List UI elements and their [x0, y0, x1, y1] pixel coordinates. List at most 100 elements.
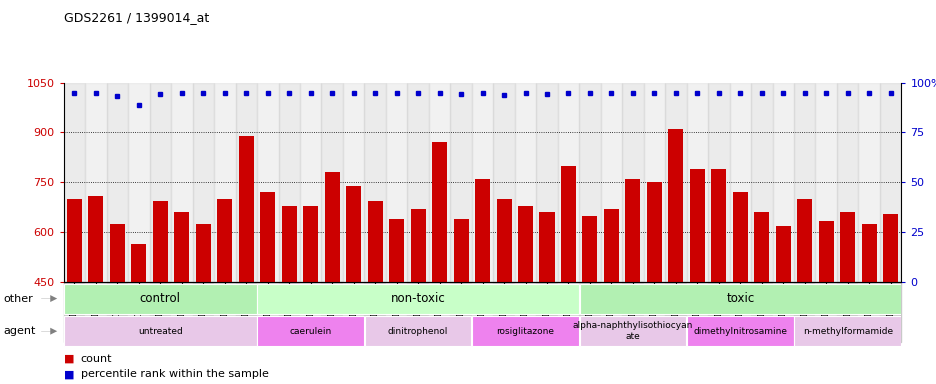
Bar	[775, 226, 790, 282]
Bar	[321, 282, 343, 342]
Text: ■: ■	[64, 354, 74, 364]
Bar	[64, 282, 85, 342]
Bar	[429, 282, 450, 342]
Bar	[643, 282, 665, 342]
Bar	[646, 182, 661, 282]
Bar	[535, 282, 557, 342]
Bar	[879, 282, 900, 342]
Bar	[475, 179, 490, 282]
Bar	[836, 83, 857, 282]
Text: agent: agent	[4, 326, 37, 336]
Bar	[557, 282, 578, 342]
Bar	[453, 219, 468, 282]
Bar	[518, 206, 533, 282]
Bar	[514, 282, 535, 342]
Bar	[729, 282, 751, 342]
Bar	[429, 83, 450, 282]
Bar	[235, 282, 256, 342]
Bar	[600, 83, 622, 282]
Bar	[840, 212, 855, 282]
Bar	[128, 282, 150, 342]
Bar	[193, 83, 213, 282]
Text: count: count	[80, 354, 112, 364]
Bar	[665, 282, 686, 342]
Bar	[751, 282, 771, 342]
Bar	[450, 83, 472, 282]
Bar	[150, 282, 171, 342]
Bar	[643, 83, 665, 282]
Bar	[431, 142, 446, 282]
Bar	[85, 282, 107, 342]
Text: rosiglitazone: rosiglitazone	[496, 327, 554, 336]
Bar	[153, 201, 168, 282]
Bar	[256, 83, 278, 282]
Bar	[107, 83, 128, 282]
Bar	[213, 282, 235, 342]
Bar	[836, 282, 857, 342]
Bar	[708, 83, 729, 282]
Bar	[861, 224, 876, 282]
FancyBboxPatch shape	[257, 316, 363, 346]
Bar	[300, 83, 321, 282]
Bar	[64, 83, 85, 282]
Bar	[793, 83, 814, 282]
Bar	[622, 282, 643, 342]
Bar	[235, 83, 256, 282]
Bar	[217, 199, 232, 282]
Bar	[110, 224, 124, 282]
Bar	[771, 83, 793, 282]
Bar	[729, 83, 751, 282]
Bar	[256, 282, 278, 342]
Bar	[213, 83, 235, 282]
Bar	[300, 282, 321, 342]
Bar	[174, 212, 189, 282]
Bar	[321, 83, 343, 282]
Bar	[753, 212, 768, 282]
Bar	[193, 282, 213, 342]
Bar	[496, 199, 511, 282]
Bar	[260, 192, 275, 282]
Bar	[343, 83, 364, 282]
Bar	[196, 224, 211, 282]
Text: n-methylformamide: n-methylformamide	[802, 327, 892, 336]
Bar	[239, 136, 254, 282]
Bar	[814, 83, 836, 282]
Text: control: control	[139, 292, 181, 305]
Bar	[85, 83, 107, 282]
Bar	[492, 83, 514, 282]
Bar	[539, 212, 554, 282]
Bar	[450, 282, 472, 342]
Text: untreated: untreated	[138, 327, 183, 336]
Bar	[343, 282, 364, 342]
Text: percentile rank within the sample: percentile rank within the sample	[80, 369, 269, 379]
Text: alpha-naphthylisothiocyan
ate: alpha-naphthylisothiocyan ate	[572, 321, 693, 341]
Bar	[732, 192, 747, 282]
Bar	[150, 83, 171, 282]
Bar	[171, 282, 193, 342]
FancyBboxPatch shape	[64, 316, 256, 346]
Bar	[665, 83, 686, 282]
Bar	[600, 282, 622, 342]
FancyBboxPatch shape	[64, 283, 256, 314]
Bar	[814, 282, 836, 342]
Bar	[689, 169, 704, 282]
Bar	[345, 186, 360, 282]
Bar	[278, 282, 300, 342]
Bar	[751, 83, 771, 282]
Bar	[282, 206, 297, 282]
Bar	[578, 282, 600, 342]
FancyBboxPatch shape	[579, 316, 685, 346]
FancyBboxPatch shape	[364, 316, 471, 346]
Bar	[535, 83, 557, 282]
Bar	[818, 221, 833, 282]
Text: toxic: toxic	[725, 292, 753, 305]
Bar	[492, 282, 514, 342]
Bar	[303, 206, 318, 282]
FancyBboxPatch shape	[257, 283, 578, 314]
Bar	[578, 83, 600, 282]
Bar	[710, 169, 725, 282]
Bar	[624, 179, 639, 282]
Bar	[771, 282, 793, 342]
Text: caerulein: caerulein	[289, 327, 331, 336]
Bar	[604, 209, 619, 282]
